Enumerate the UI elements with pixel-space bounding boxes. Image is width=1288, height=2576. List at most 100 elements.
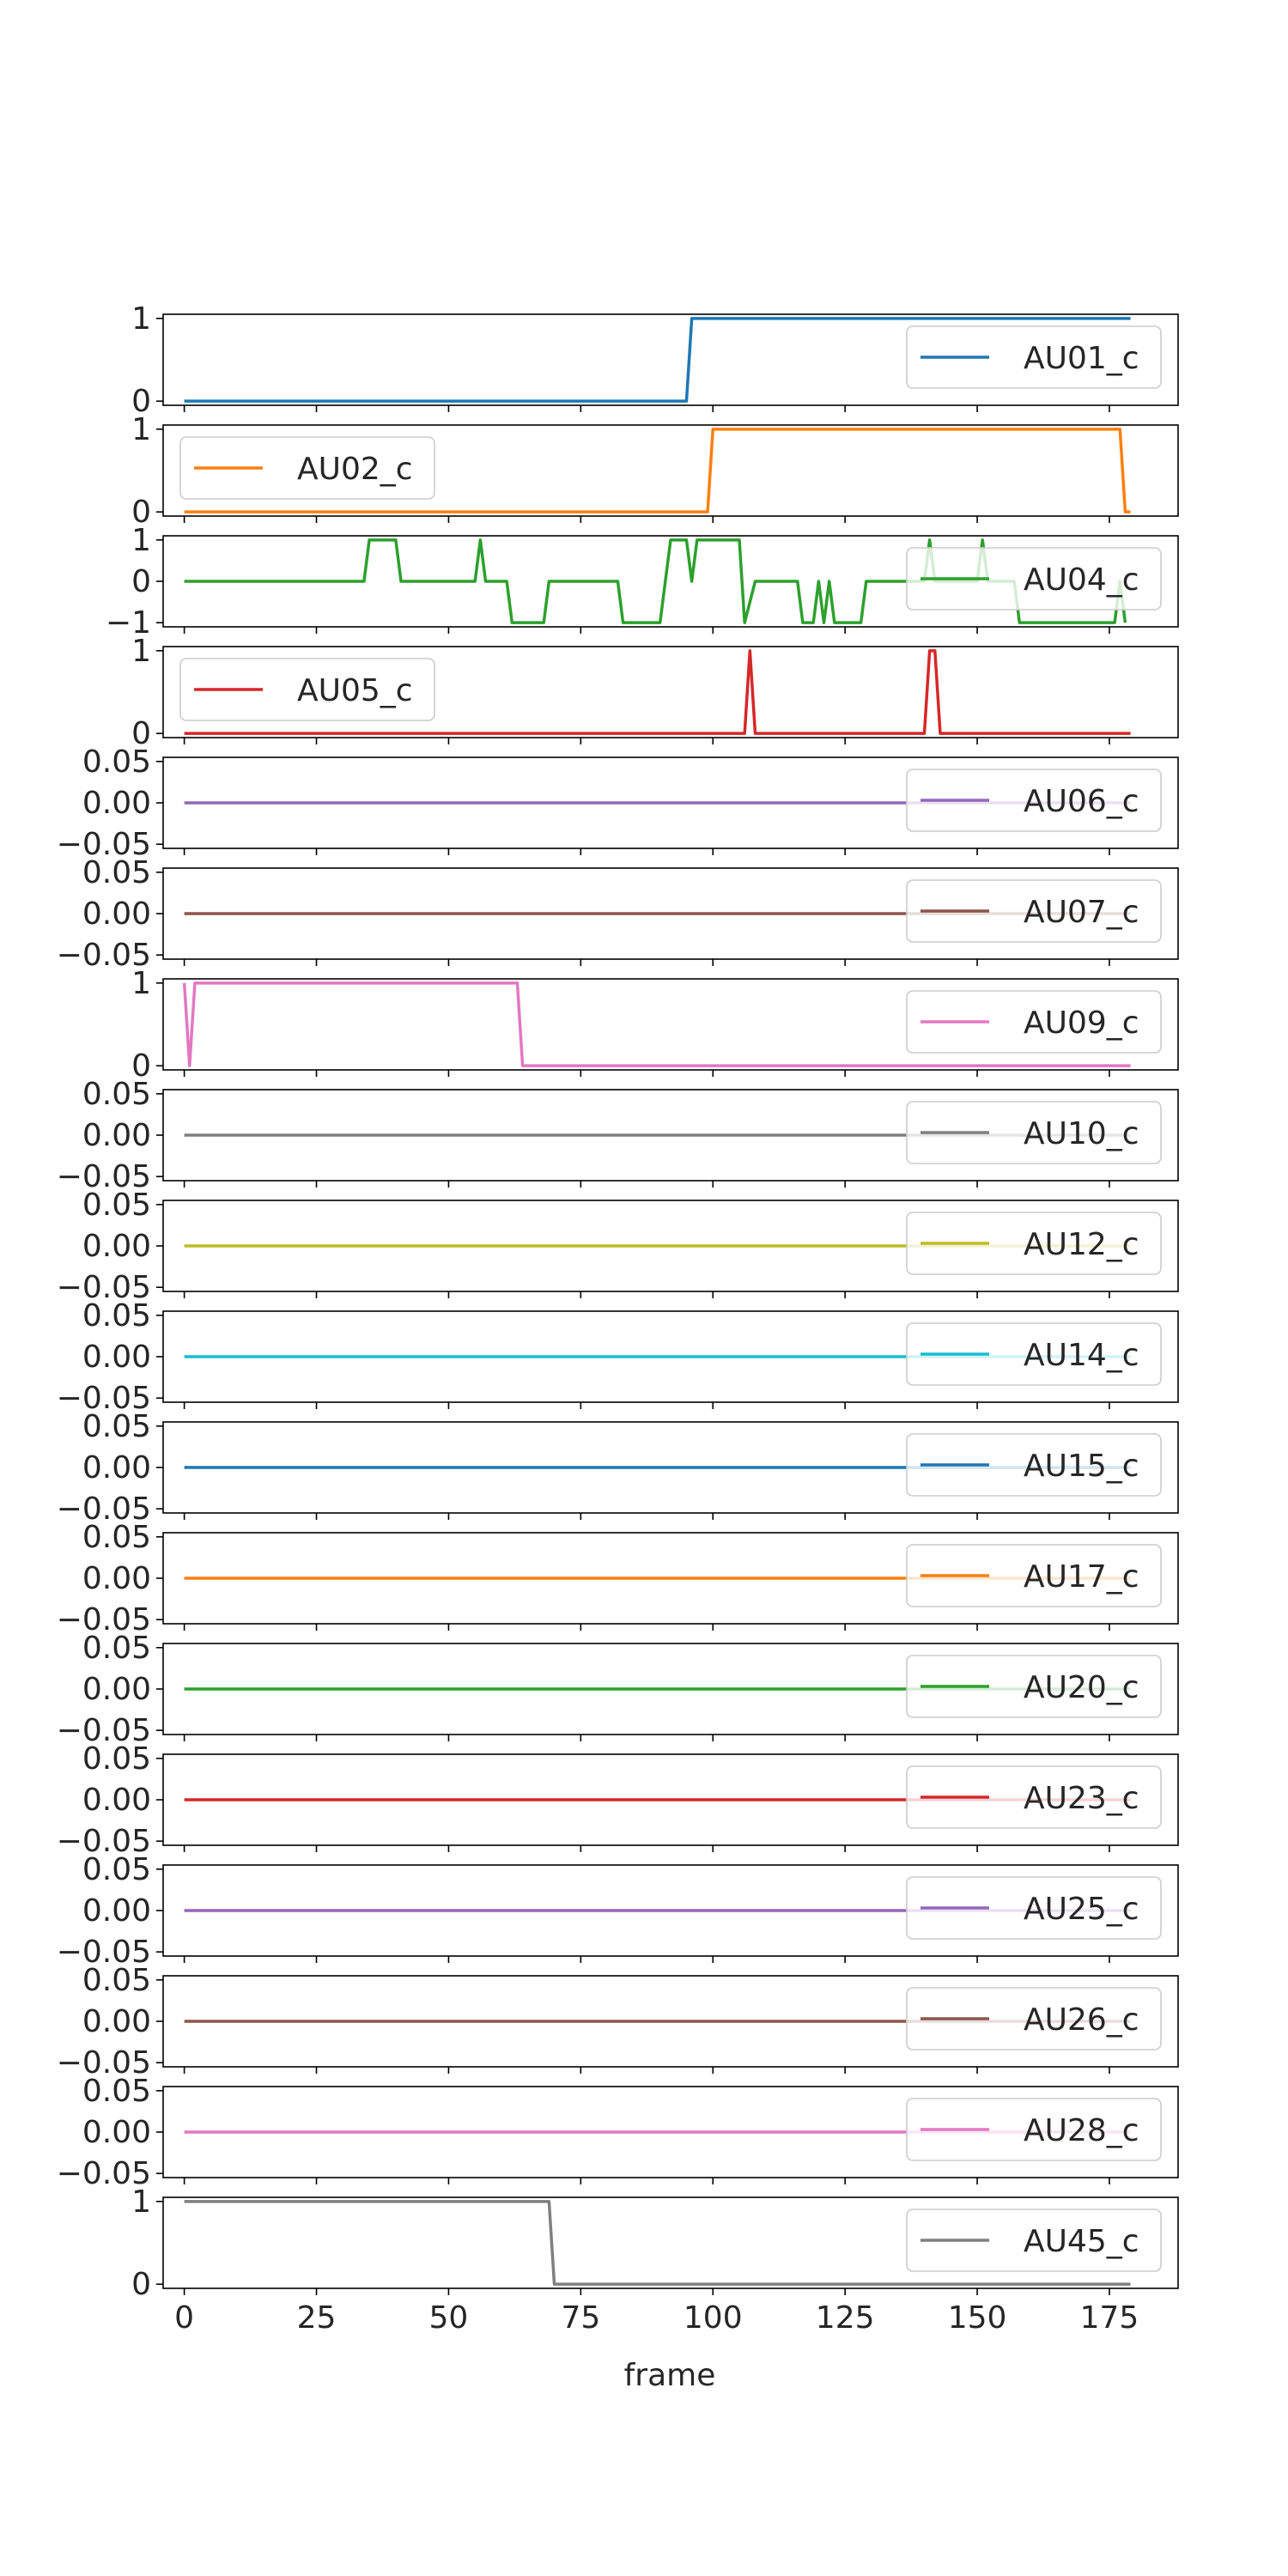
y-tick-label-au06-c-2: 0.05 (82, 744, 151, 780)
legend-au09-c: AU09_c (906, 990, 1162, 1054)
legend-frame-au23-c (906, 1765, 1162, 1829)
y-tick-label-au12-c-2: 0.05 (82, 1188, 151, 1223)
subplot-au28-c: −0.05 0.00 0.05 AU28_c (57, 2074, 1179, 2191)
subplot-au02-c: 0 1 AU02_c (131, 412, 1179, 530)
legend-frame-au01-c (906, 325, 1162, 389)
legend-au01-c: AU01_c (906, 325, 1162, 389)
legend-au10-c: AU10_c (906, 1101, 1162, 1164)
subplot-au07-c: −0.05 0.00 0.05 AU07_c (57, 855, 1179, 973)
y-tick-label-au23-c-2: 0.05 (82, 1741, 151, 1777)
y-tick-label-au17-c-2: 0.05 (82, 1520, 151, 1555)
series-line-au02-c (184, 428, 1131, 513)
legend-frame-au10-c (906, 1101, 1162, 1164)
subplot-au20-c: −0.05 0.00 0.05 AU20_c (57, 1631, 1179, 1748)
legend-frame-au07-c (906, 879, 1162, 943)
y-tick-label-au15-c-1: 0.00 (82, 1450, 151, 1485)
axes-frame-au10-c (162, 1089, 1179, 1182)
legend-au45-c: AU45_c (906, 2208, 1162, 2272)
y-tick-label-au45-c-0: 0 (131, 2267, 151, 2302)
legend-frame-au12-c (906, 1212, 1162, 1275)
subplot-au04-c: −1 0 1 AU04_c (106, 523, 1179, 641)
y-tick-label-au07-c-0: −0.05 (57, 938, 151, 973)
legend-label-au17-c: AU17_c (1024, 1559, 1139, 1595)
axes-frame-au02-c (162, 424, 1179, 517)
y-tick-label-au25-c-2: 0.05 (82, 1852, 151, 1887)
y-tick-label-au10-c-0: −0.05 (57, 1159, 151, 1194)
axes-frame-au06-c (162, 756, 1179, 849)
y-tick-label-au15-c-0: −0.05 (57, 1492, 151, 1527)
legend-au20-c: AU20_c (906, 1655, 1162, 1718)
legend-frame-au45-c (906, 2208, 1162, 2272)
legend-label-au09-c: AU09_c (1024, 1005, 1139, 1041)
y-tick-label-au20-c-1: 0.00 (82, 1672, 151, 1707)
y-tick-label-au45-c-1: 1 (131, 2184, 151, 2220)
legend-label-au05-c: AU05_c (297, 673, 413, 708)
legend-frame-au09-c (906, 990, 1162, 1054)
y-tick-label-au10-c-1: 0.00 (82, 1118, 151, 1153)
legend-label-au26-c: AU26_c (1024, 2002, 1139, 2038)
y-tick-label-au07-c-2: 0.05 (82, 855, 151, 890)
y-tick-label-au20-c-0: −0.05 (57, 1713, 151, 1748)
legend-frame-au20-c (906, 1655, 1162, 1718)
axes-frame-au05-c (162, 646, 1179, 738)
legend-label-au02-c: AU02_c (297, 452, 413, 487)
subplot-au10-c: −0.05 0.00 0.05 AU10_c (57, 1077, 1179, 1194)
x-tick-label-1: 25 (297, 2300, 337, 2336)
legend-label-au45-c: AU45_c (1024, 2224, 1139, 2259)
axes-frame-au17-c (162, 1532, 1179, 1625)
x-tick-label-3: 75 (561, 2300, 600, 2336)
legend-frame-au25-c (906, 1876, 1162, 1940)
y-tick-label-au14-c-1: 0.00 (82, 1340, 151, 1375)
legend-au06-c: AU06_c (906, 769, 1162, 832)
axes-frame-au20-c (162, 1643, 1179, 1735)
y-tick-label-au23-c-0: −0.05 (57, 1824, 151, 1859)
legend-au25-c: AU25_c (906, 1876, 1162, 1940)
y-tick-label-au02-c-1: 1 (131, 412, 151, 447)
axes-frame-au28-c (162, 2086, 1179, 2178)
axes-frame-au12-c (162, 1200, 1179, 1292)
legend-label-au01-c: AU01_c (1024, 341, 1139, 376)
y-tick-label-au26-c-0: −0.05 (57, 2045, 151, 2081)
legend-label-au15-c: AU15_c (1024, 1449, 1139, 1484)
axes-frame-au14-c (162, 1310, 1179, 1403)
legend-au17-c: AU17_c (906, 1544, 1162, 1607)
legend-label-au20-c: AU20_c (1024, 1670, 1139, 1705)
series-line-au09-c (182, 981, 1131, 1067)
axes-frame-au23-c (162, 1753, 1179, 1846)
y-tick-label-au26-c-1: 0.00 (82, 2004, 151, 2039)
legend-label-au04-c: AU04_c (1024, 562, 1139, 598)
legend-au04-c: AU04_c (906, 547, 1162, 611)
x-tick-label-0: 0 (174, 2300, 194, 2336)
y-tick-label-au07-c-1: 0.00 (82, 896, 151, 932)
subplot-au17-c: −0.05 0.00 0.05 AU17_c (57, 1520, 1179, 1637)
legend-label-au28-c: AU28_c (1024, 2113, 1139, 2148)
legend-au07-c: AU07_c (906, 879, 1162, 943)
subplot-au26-c: −0.05 0.00 0.05 AU26_c (57, 1963, 1179, 2081)
subplot-stack: 01AU01_c01AU02_c−101AU04_c01AU05_c−0.050… (57, 301, 1179, 2302)
subplot-au45-c: 0 1 AU45_c (131, 2184, 1179, 2302)
y-tick-label-au02-c-0: 0 (131, 495, 151, 530)
y-tick-label-au06-c-1: 0.00 (82, 786, 151, 821)
legend-au23-c: AU23_c (906, 1765, 1162, 1829)
legend-label-au10-c: AU10_c (1024, 1116, 1139, 1151)
y-tick-label-au28-c-0: −0.05 (57, 2156, 151, 2191)
axes-frame-au26-c (162, 1975, 1179, 2068)
legend-au15-c: AU15_c (906, 1433, 1162, 1497)
y-tick-label-au10-c-2: 0.05 (82, 1077, 151, 1112)
legend-label-au07-c: AU07_c (1024, 895, 1139, 930)
legend-frame-au06-c (906, 769, 1162, 832)
legend-au14-c: AU14_c (906, 1322, 1162, 1386)
y-tick-label-au28-c-1: 0.00 (82, 2115, 151, 2150)
legend-label-au06-c: AU06_c (1024, 784, 1139, 819)
subplot-au06-c: −0.05 0.00 0.05 AU06_c (57, 744, 1179, 862)
legend-frame-au02-c (179, 436, 435, 500)
subplot-au23-c: −0.05 0.00 0.05 AU23_c (57, 1741, 1179, 1859)
x-tick-label-5: 125 (816, 2300, 875, 2336)
legend-frame-au04-c (906, 547, 1162, 611)
x-tick-label-6: 150 (948, 2300, 1007, 2336)
y-tick-label-au01-c-1: 1 (131, 301, 151, 337)
subplot-au05-c: 0 1 AU05_c (131, 634, 1179, 751)
legend-frame-au14-c (906, 1322, 1162, 1386)
axes-frame-au25-c (162, 1864, 1179, 1957)
